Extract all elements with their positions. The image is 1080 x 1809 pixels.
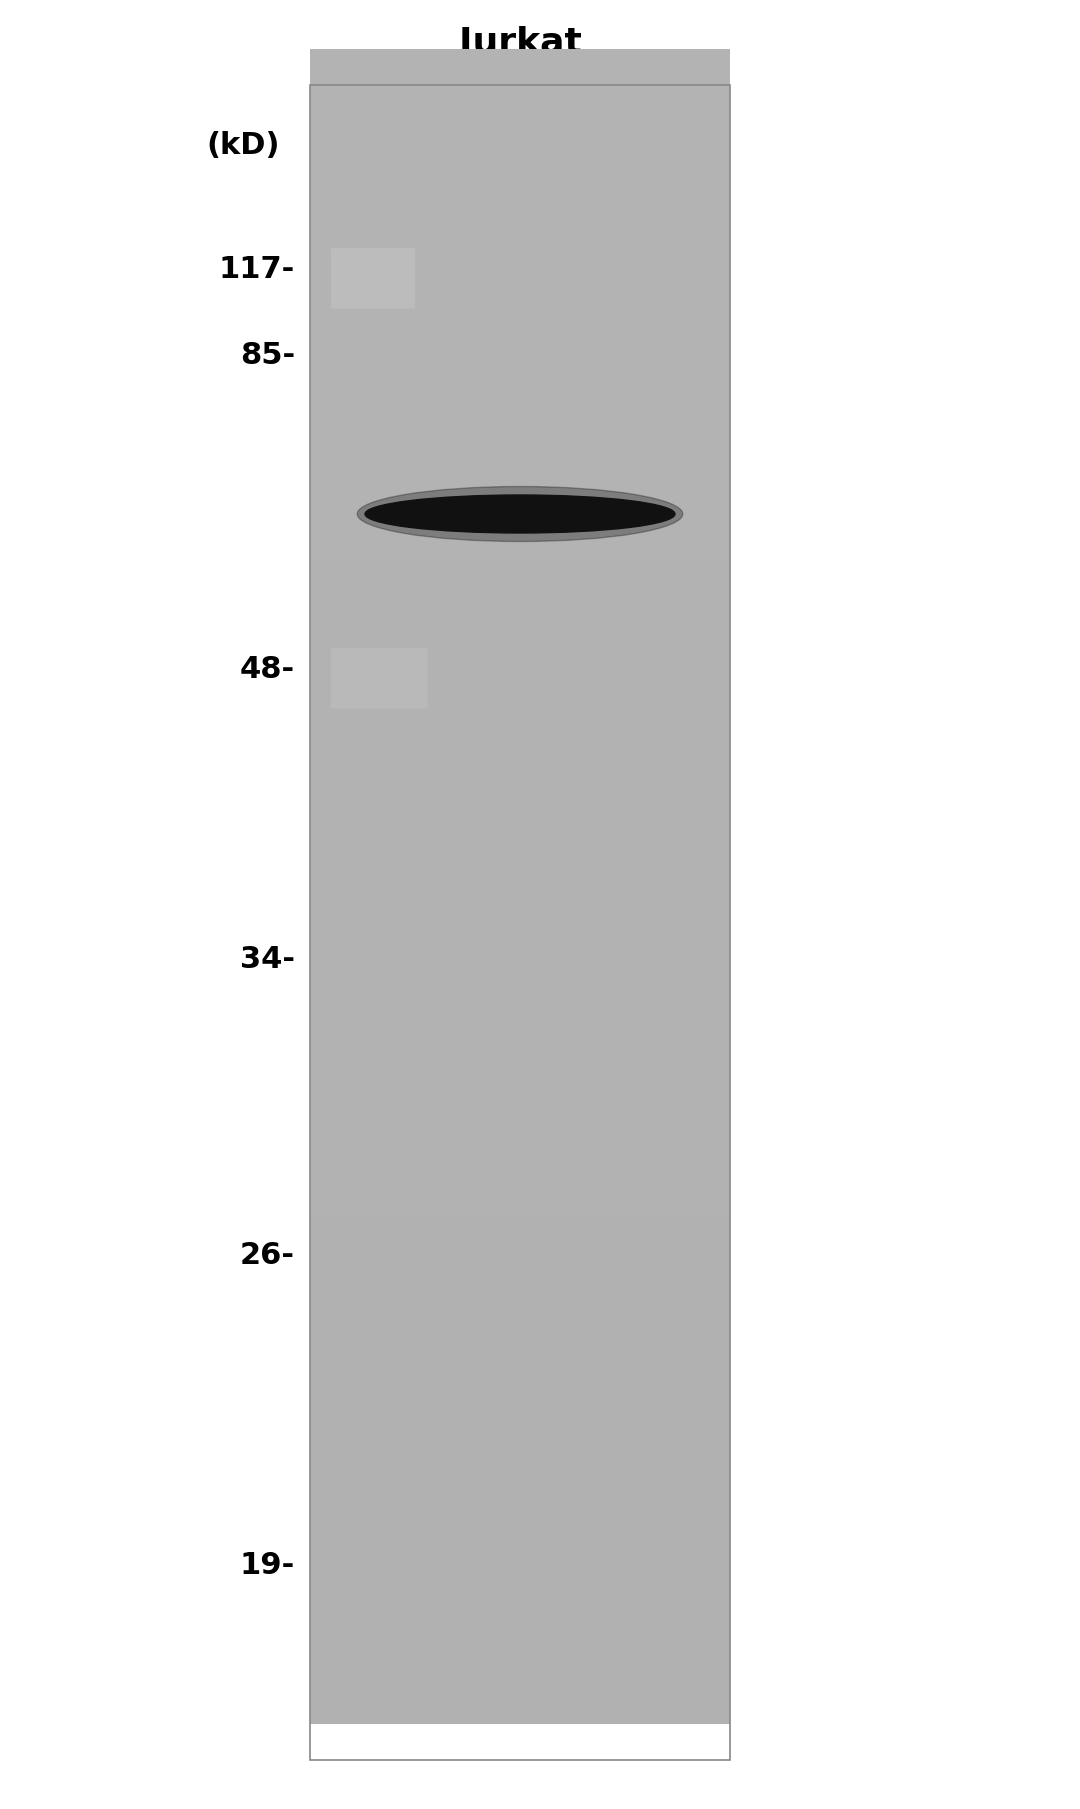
Bar (310, 85, 730, 1760)
Text: 85-: 85- (240, 340, 295, 369)
Text: Jurkat: Jurkat (459, 25, 581, 60)
Text: 26-: 26- (240, 1241, 295, 1270)
Text: (kD): (kD) (206, 130, 280, 159)
Text: 19-: 19- (240, 1550, 295, 1579)
Text: 34-: 34- (240, 946, 295, 975)
Text: 48-: 48- (240, 655, 295, 684)
Text: 117-: 117- (219, 255, 295, 284)
